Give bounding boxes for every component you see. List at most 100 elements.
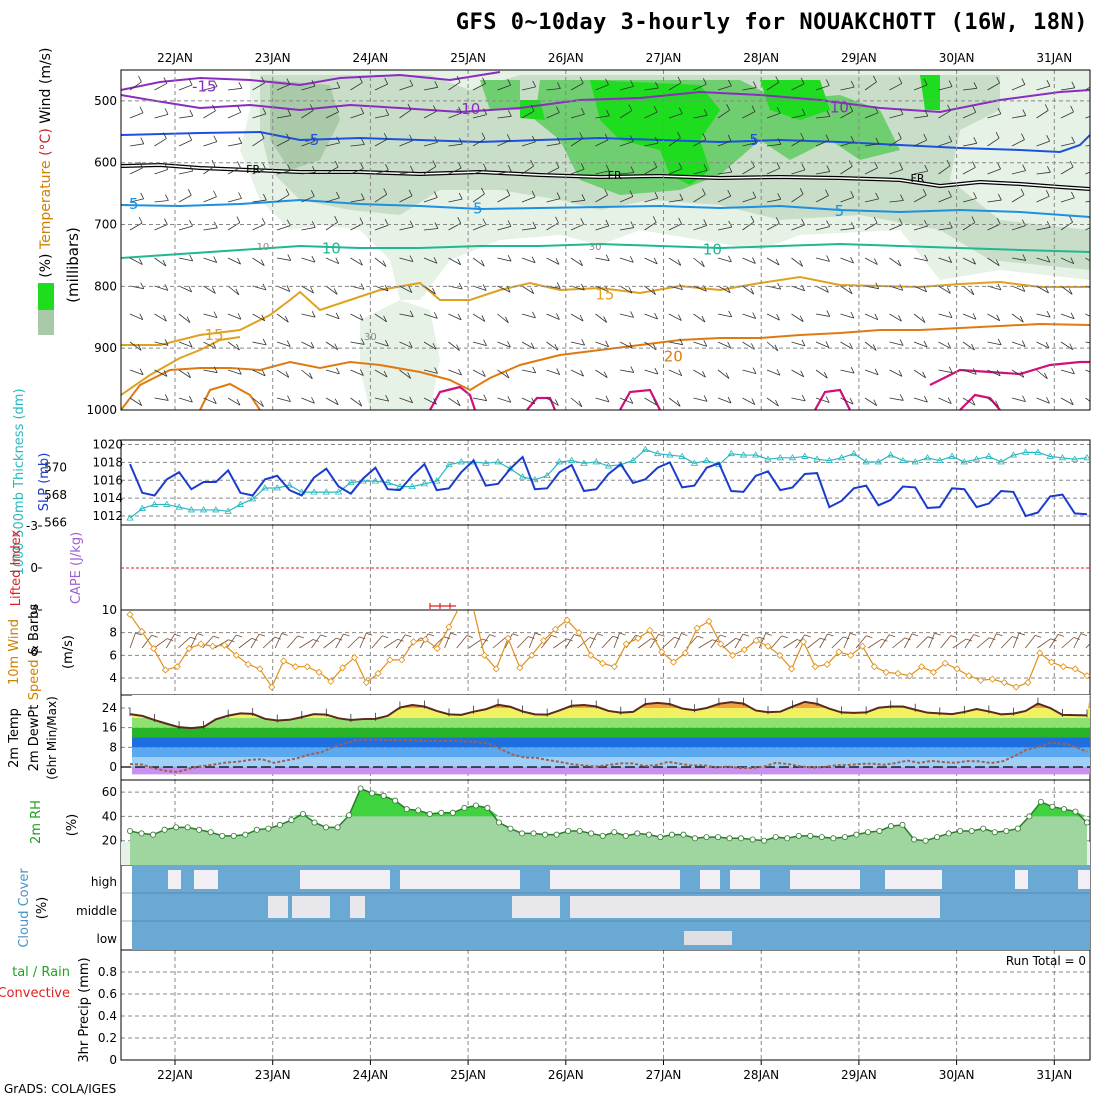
date-tick-bottom: 30JAN — [939, 1068, 975, 1082]
thickness-marker — [482, 459, 490, 466]
wind-barb-shaft — [962, 111, 976, 119]
wind-barb-flag — [752, 136, 757, 143]
contour-minus5 — [121, 130, 1090, 154]
wind-barb-flag — [383, 370, 388, 378]
wind10m-barb-shaft — [613, 632, 620, 649]
wind-barb-flag — [581, 283, 585, 291]
wind-barb-flag — [580, 369, 584, 377]
wind-barb-shaft — [374, 224, 389, 231]
wind-barb-flag — [361, 138, 365, 145]
rh-shade-70c — [480, 80, 520, 110]
wind-barb-flag — [507, 220, 512, 227]
wind-barb-flag — [995, 131, 1000, 139]
wind-barb-flag — [752, 257, 756, 264]
wind-barb-flag — [238, 137, 243, 144]
dewpoint-line — [129, 738, 1088, 773]
wind-barb-shaft — [1085, 313, 1090, 317]
wind-barb-shaft — [595, 257, 610, 262]
wind-barb-shaft — [962, 313, 977, 320]
wind-barb-flag — [628, 287, 633, 294]
wind-barb-flag — [1046, 135, 1051, 142]
wind-barb-flag — [874, 368, 879, 375]
wind-marker — [1000, 678, 1008, 687]
wind-barb-flag — [140, 192, 144, 200]
wind-barb-flag — [1046, 79, 1051, 87]
wind-barb-flag — [284, 316, 289, 323]
wind-barb-shaft — [840, 397, 854, 405]
wind10m-barb-flag — [781, 635, 788, 639]
wind10m-barb-flag — [1073, 637, 1080, 640]
rh-marker — [634, 830, 641, 837]
wind-barb-flag — [873, 216, 878, 224]
thickness-marker — [886, 451, 895, 458]
wind-barb-shaft — [913, 369, 926, 379]
wind-barb-flag — [1095, 259, 1098, 265]
wind10m-barb-flag — [596, 633, 603, 636]
wind-barb-shaft — [423, 257, 438, 264]
wind-barb-flag — [800, 77, 805, 85]
wind-barb-shaft — [815, 369, 828, 379]
wind-barb-flag — [1069, 343, 1074, 350]
cloud-clear-high — [885, 870, 942, 889]
wind-barb-shaft — [325, 397, 339, 406]
wind-barb-shaft — [668, 168, 683, 175]
temperature-tick-label: 0 — [109, 760, 117, 774]
wind-barb-shaft — [399, 257, 414, 263]
wind-barb-shaft — [276, 397, 291, 403]
wind-barb-flag — [605, 340, 610, 347]
wind-marker — [811, 663, 819, 671]
wind-barb-flag — [728, 310, 733, 318]
wind-barb-shaft — [938, 397, 952, 405]
pressure-tick-label: 600 — [94, 156, 117, 170]
wind-barb-flag — [899, 394, 904, 401]
wind-marker — [492, 665, 500, 673]
wind-barb-shaft — [448, 81, 461, 91]
thickness-marker — [1046, 452, 1054, 459]
wind10m-barb-flag — [697, 635, 704, 639]
contour-label: -5 — [304, 131, 319, 149]
wind-barb-shaft — [1036, 257, 1051, 263]
cape-blip — [429, 603, 456, 609]
wind-barb-flag — [556, 192, 561, 199]
wind-barb-flag — [434, 222, 439, 229]
wind-barb-flag — [188, 285, 193, 293]
wind-barb-shaft — [668, 257, 682, 266]
thickness-tick-label: 568 — [44, 488, 67, 502]
wind-barb-flag — [458, 368, 462, 376]
wind-barb-shaft — [227, 222, 241, 231]
wind-barb-shaft — [889, 257, 902, 267]
wind-barb-shaft — [472, 341, 487, 347]
wind-barb-shaft — [1011, 257, 1026, 261]
wind-marker — [280, 657, 288, 665]
slp-tick-label: 1020 — [92, 437, 123, 451]
wind-barb-flag — [1071, 191, 1075, 199]
wind-barb-flag — [508, 110, 512, 117]
wind-barb-shaft — [693, 369, 706, 378]
wind-barb-shaft — [178, 285, 192, 293]
wind-barb-shaft — [668, 113, 683, 119]
wind-barb-shaft — [301, 341, 315, 349]
slp-tick-label: 1014 — [92, 491, 123, 505]
wind-barb-shaft — [913, 225, 928, 231]
wind-barb-flag — [775, 258, 780, 266]
wind-barb-flag — [703, 109, 708, 116]
rh-marker — [276, 821, 283, 828]
wind10m-barb-flag — [336, 637, 343, 641]
wind-marker — [1036, 649, 1044, 657]
rh-marker — [772, 834, 779, 841]
wind-barb-flag — [554, 344, 559, 351]
wind10m-barb-flag — [827, 633, 834, 637]
wind-barb-shaft — [521, 196, 536, 203]
wind-barb-shaft — [129, 222, 143, 231]
wind-barb-flag — [385, 339, 389, 347]
wind-barb-shaft — [864, 167, 878, 175]
wind-barb-flag — [531, 190, 536, 198]
wind-barb-flag — [605, 78, 609, 85]
wind10m-barb-shaft — [831, 636, 844, 649]
wind-barb-shaft — [717, 313, 732, 318]
wind-barb-flag — [996, 369, 1001, 377]
wind-barb-flag — [653, 105, 658, 113]
wind-barb-shaft — [301, 226, 316, 231]
wind-barb-flag — [139, 161, 143, 169]
wind-barb-flag — [434, 81, 439, 88]
